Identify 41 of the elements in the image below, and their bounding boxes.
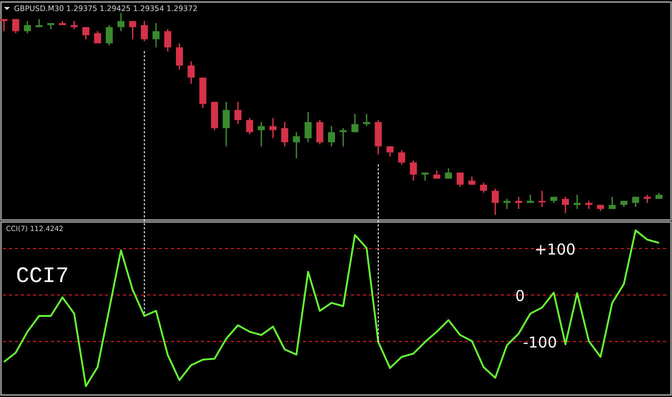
candlestick bbox=[538, 190, 546, 208]
ref-line-label: +100 bbox=[534, 240, 576, 259]
candlestick bbox=[0, 18, 8, 32]
candlestick bbox=[492, 188, 499, 216]
candlestick bbox=[456, 172, 464, 188]
candlestick bbox=[258, 121, 265, 147]
candlestick bbox=[129, 20, 136, 40]
candlestick bbox=[562, 196, 569, 214]
candlestick bbox=[410, 160, 417, 182]
candlestick bbox=[164, 28, 172, 52]
candlestick bbox=[292, 132, 300, 160]
candlestick bbox=[234, 101, 242, 125]
candlestick bbox=[246, 117, 254, 135]
candlestick bbox=[340, 127, 347, 147]
candlestick bbox=[608, 196, 616, 210]
candlestick bbox=[94, 30, 102, 44]
candlestick bbox=[398, 150, 406, 166]
candlestick bbox=[222, 101, 230, 147]
candlestick bbox=[515, 196, 522, 210]
candlestick bbox=[281, 121, 288, 147]
candlestick bbox=[106, 24, 113, 46]
candlestick bbox=[12, 18, 20, 34]
candlestick bbox=[140, 20, 148, 42]
ref-line-label: 0 bbox=[515, 287, 525, 306]
candlestick bbox=[24, 20, 31, 34]
candlestick bbox=[328, 125, 335, 147]
candlestick bbox=[363, 113, 370, 127]
candlestick bbox=[304, 111, 312, 143]
candlestick bbox=[152, 22, 160, 48]
candlestick bbox=[574, 194, 581, 210]
candlestick bbox=[188, 60, 195, 84]
annotation: CCI7 bbox=[16, 264, 69, 289]
candlestick bbox=[480, 182, 488, 194]
candlestick bbox=[176, 42, 183, 70]
candlestick bbox=[117, 12, 124, 32]
candlestick bbox=[82, 26, 90, 40]
candlestick bbox=[270, 117, 277, 139]
ref-line-label: -100 bbox=[522, 334, 558, 352]
candlestick bbox=[503, 198, 510, 210]
candlestick bbox=[351, 113, 358, 133]
candlestick bbox=[316, 119, 324, 145]
